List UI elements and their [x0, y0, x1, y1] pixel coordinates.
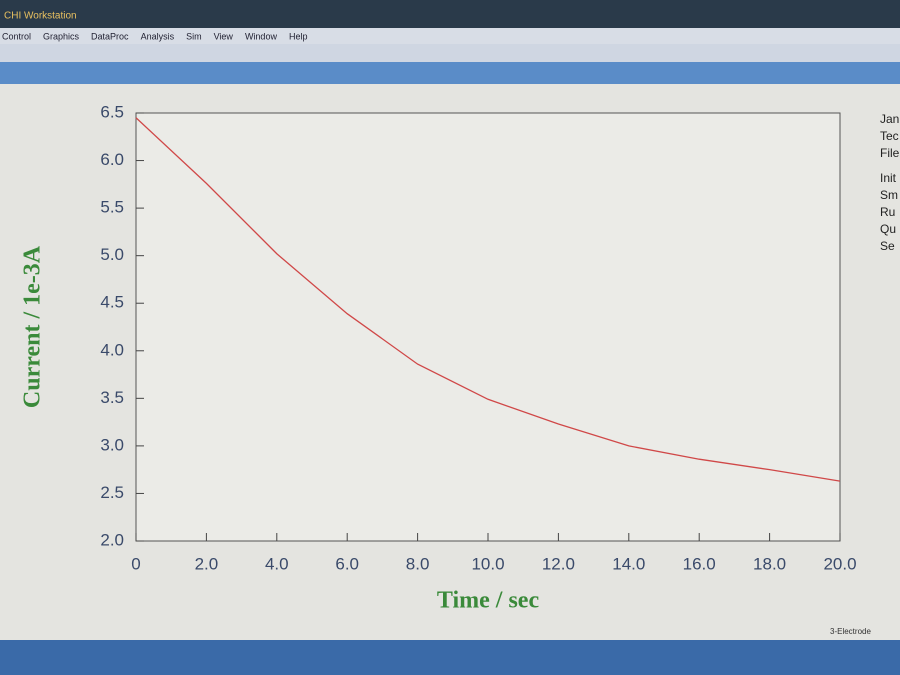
- info-text: Qu: [880, 222, 896, 236]
- x-tick-label: 14.0: [612, 554, 645, 573]
- title-bar: [0, 0, 900, 28]
- y-tick-label: 4.5: [100, 293, 124, 312]
- menu-bar: [0, 28, 900, 44]
- menu-item[interactable]: Window: [245, 31, 278, 41]
- y-tick-label: 4.0: [100, 340, 124, 359]
- x-tick-label: 2.0: [195, 554, 219, 573]
- plot-area: [135, 112, 841, 542]
- window-title: CHI Workstation: [4, 11, 77, 22]
- taskbar: [0, 640, 900, 675]
- y-axis-label: Current / 1e-3A: [20, 245, 46, 408]
- x-tick-label: 20.0: [823, 554, 856, 573]
- x-tick-label: 4.0: [265, 554, 289, 573]
- info-text: Tec: [880, 129, 899, 143]
- toolbar: [0, 44, 900, 62]
- y-tick-label: 6.0: [100, 150, 124, 169]
- y-tick-label: 5.5: [100, 198, 124, 217]
- x-axis-label: Time / sec: [437, 588, 540, 614]
- y-tick-label: 5.0: [100, 245, 124, 264]
- data-line: [135, 117, 841, 482]
- x-tick-label: 10.0: [471, 554, 504, 573]
- menu-item[interactable]: Control: [2, 31, 31, 41]
- info-text: Sm: [880, 188, 898, 202]
- x-tick-label: 12.0: [542, 554, 575, 573]
- y-tick-label: 3.0: [100, 435, 124, 454]
- x-tick-label: 0: [131, 554, 140, 573]
- y-tick-label: 3.5: [100, 388, 124, 407]
- window-frame: [0, 62, 900, 84]
- info-text: File: [880, 146, 900, 160]
- y-tick-label: 2.5: [100, 483, 124, 502]
- y-tick-label: 6.5: [100, 102, 124, 121]
- x-tick-label: 6.0: [335, 554, 359, 573]
- menu-item[interactable]: View: [214, 31, 234, 41]
- x-tick-label: 16.0: [683, 554, 716, 573]
- y-tick-label: 2.0: [100, 530, 124, 549]
- info-text: Jan: [880, 112, 899, 126]
- info-text: Se: [880, 239, 895, 253]
- menu-item[interactable]: DataProc: [91, 31, 129, 41]
- info-text: Init: [880, 171, 897, 185]
- x-tick-label: 18.0: [753, 554, 786, 573]
- menu-item[interactable]: Graphics: [43, 31, 80, 41]
- status-text: 3-Electrode: [830, 627, 871, 636]
- info-text: Ru: [880, 205, 895, 219]
- menu-item[interactable]: Analysis: [141, 31, 175, 41]
- menu-item[interactable]: Help: [289, 31, 308, 41]
- menu-item[interactable]: Sim: [186, 31, 202, 41]
- x-tick-label: 8.0: [406, 554, 430, 573]
